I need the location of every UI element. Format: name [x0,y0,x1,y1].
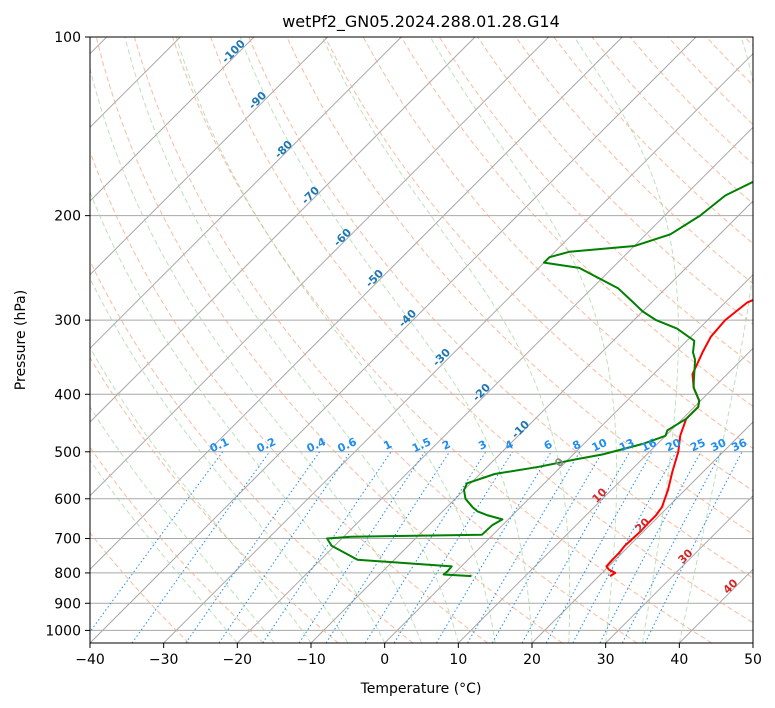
moist-adiabat-lines [90,37,753,643]
moist-adiabat-line [239,37,533,643]
y-axis-label: Pressure (hPa) [13,290,29,390]
dry-adiabat-line [90,259,414,643]
moist-adiabat-line [175,37,496,643]
isotherm-line [90,37,476,423]
isotherm-line [90,37,329,276]
isotherm-line [384,273,753,643]
mixing-ratio-label: 16 [639,436,659,454]
dry-adiabat-line [248,37,753,579]
mixing-ratio-line [298,451,426,643]
y-axis-ticks: 100 200 300 400 500 600 700 800 900 1000 [45,30,90,639]
isotherm-line [90,37,550,497]
mixing-ratio-line [262,451,392,643]
x-tick-label: 30 [597,652,615,668]
x-axis-ticks: −40 −30 −20 −10 0 10 20 30 40 50 [75,643,762,668]
mixing-ratio-label: 13 [617,436,636,454]
mixing-ratio-label: 25 [688,436,707,454]
y-tick-label: 100 [54,30,81,46]
isotherm-line [90,37,623,571]
y-tick-label: 400 [54,387,81,403]
isotherm-line [90,37,697,643]
x-tick-label: 0 [380,652,389,668]
mixing-ratio-label: 36 [730,436,750,454]
x-tick-label: −20 [223,652,253,668]
dewpoint-line [326,180,753,578]
mixing-ratio-line [185,451,321,643]
isotherm-line [236,126,753,643]
dry-adiabat-line [324,37,753,492]
dry-adiabat-line [90,150,488,643]
x-tick-label: 10 [449,652,467,668]
dry-adiabat-line [515,37,753,285]
mixing-ratio-line [364,451,487,643]
moist-adiabat-line [90,346,312,643]
moist-adiabat-line [90,459,238,643]
dry-adiabat-line [95,37,563,643]
isotherm-line [605,494,753,643]
y-tick-label: 700 [54,532,81,548]
dry-adiabat-line [90,446,264,643]
y-tick-label: 500 [54,445,81,461]
isotherm-line [531,421,753,643]
mixing-ratio-line [572,451,677,643]
moist-adiabat-line [90,66,422,643]
mixing-ratio-line [644,451,743,643]
dry-adiabat-line [400,37,753,408]
dry-adiabat-line [286,37,753,535]
mixing-ratio-line [545,451,653,643]
dry-adiabat-line [172,37,712,643]
mixing-ratio-line [435,451,552,643]
isotherm-line [90,37,402,350]
dry-adiabat-line [133,37,638,643]
dry-adiabat-line [438,37,753,366]
x-tick-label: −40 [75,652,105,668]
plot-area [90,37,753,643]
y-tick-label: 200 [54,209,81,225]
moist-adiabat-line [124,37,459,643]
dry-adiabat-line [362,37,753,450]
dry-adiabat-line [90,532,190,643]
mixing-ratio-line [131,451,271,643]
y-tick-label: 300 [54,313,81,329]
moist-adiabat-line [321,37,571,643]
x-tick-label: 40 [670,652,688,668]
chart-title: wetPf2_GN05.2024.288.01.28.G14 [282,12,560,32]
sounding-series [326,180,753,578]
moist-adiabat-line [90,406,275,643]
x-tick-label: 50 [744,652,762,668]
dry-adiabat-line [90,356,339,643]
dry-adiabat-line [210,37,753,624]
moist-adiabat-line [90,277,349,643]
x-axis-label: Temperature (°C) [360,681,482,697]
moist-adiabat-line [429,37,618,643]
mixing-ratio-line [218,451,351,643]
mixing-ratio-label: 20 [664,436,684,454]
y-tick-label: 600 [54,492,81,508]
mixing-ratio-line [90,451,224,633]
x-tick-label: −10 [296,652,326,668]
isotherm-lines [90,37,753,643]
y-tick-label: 800 [54,566,81,582]
y-tick-label: 900 [54,596,81,612]
isotherm-line [163,52,753,643]
x-tick-label: −30 [149,652,179,668]
dry-adiabat-lines [90,37,753,643]
plot-frame [89,36,754,644]
moist-adiabat-line [573,37,679,643]
mixing-ratio-label: 10 [590,436,610,454]
isotherm-line [90,37,255,202]
moist-adiabat-line [678,37,753,643]
isotherm-line [457,347,753,643]
y-tick-label: 1000 [45,623,81,639]
mixing-ratio-label: 30 [709,436,729,454]
mixing-ratio-line [521,451,631,643]
mixing-ratio-lines [90,451,743,643]
mixing-ratio-line [599,451,702,643]
mixing-ratio-line [325,451,451,643]
x-tick-label: 20 [523,652,541,668]
